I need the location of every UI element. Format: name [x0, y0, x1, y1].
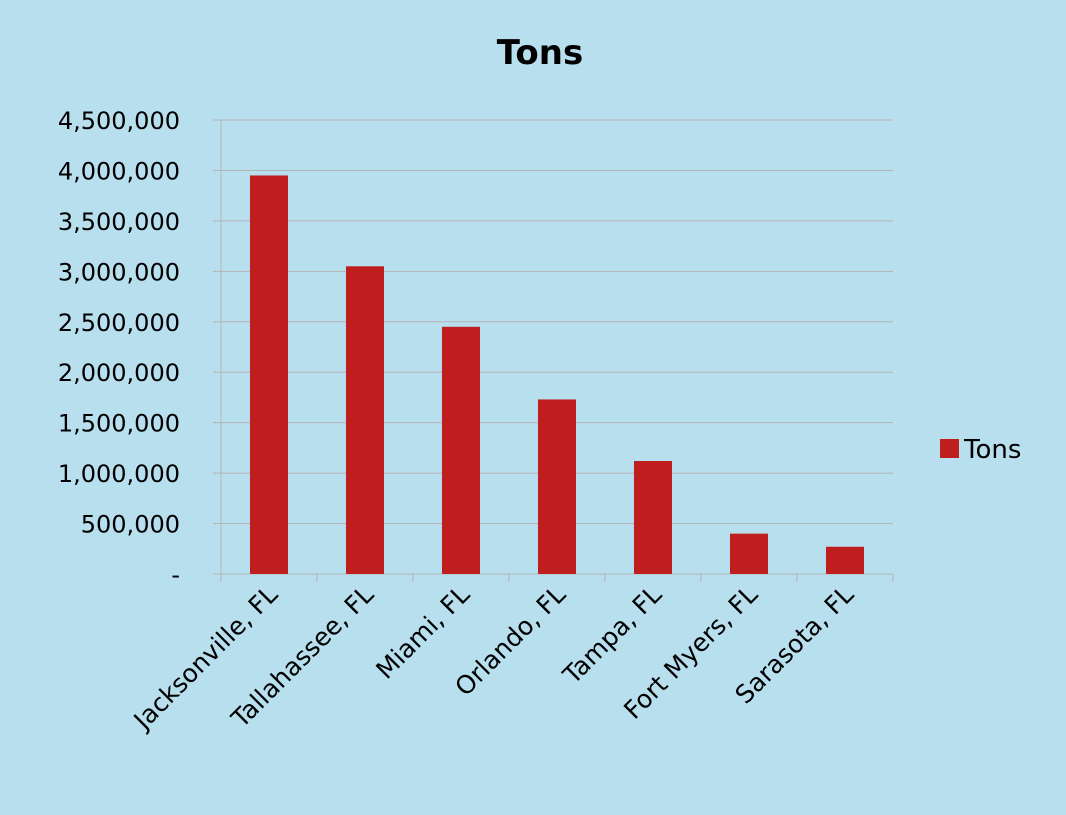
y-tick-label: 4,500,000 — [58, 107, 180, 135]
y-tick-label: 1,000,000 — [58, 460, 180, 488]
y-tick-label: - — [171, 561, 180, 589]
bar — [250, 175, 288, 574]
bar — [346, 266, 384, 574]
y-axis: - 500,000 1,000,000 1,500,000 2,000,000 2,500… — [58, 107, 222, 589]
y-tick-label: 1,500,000 — [58, 410, 180, 438]
y-tick-label: 3,000,000 — [58, 258, 180, 286]
y-tick-label: 2,000,000 — [58, 359, 180, 387]
y-tick-label: 4,000,000 — [58, 157, 180, 185]
legend: Tons — [940, 435, 1021, 465]
bar — [538, 399, 576, 574]
bars — [250, 175, 864, 574]
y-tick-label: 500,000 — [81, 511, 180, 539]
legend-label: Tons — [963, 435, 1021, 465]
chart-title: Tons — [497, 33, 583, 73]
y-tick-label: 3,500,000 — [58, 208, 180, 236]
bar — [634, 461, 672, 574]
y-tick-label: 2,500,000 — [58, 309, 180, 337]
legend-swatch — [940, 439, 959, 458]
gridlines — [221, 119, 893, 525]
bar — [730, 533, 768, 574]
x-tick-label: Miami, FL — [370, 580, 475, 685]
bar — [442, 326, 480, 574]
bar — [826, 546, 864, 574]
